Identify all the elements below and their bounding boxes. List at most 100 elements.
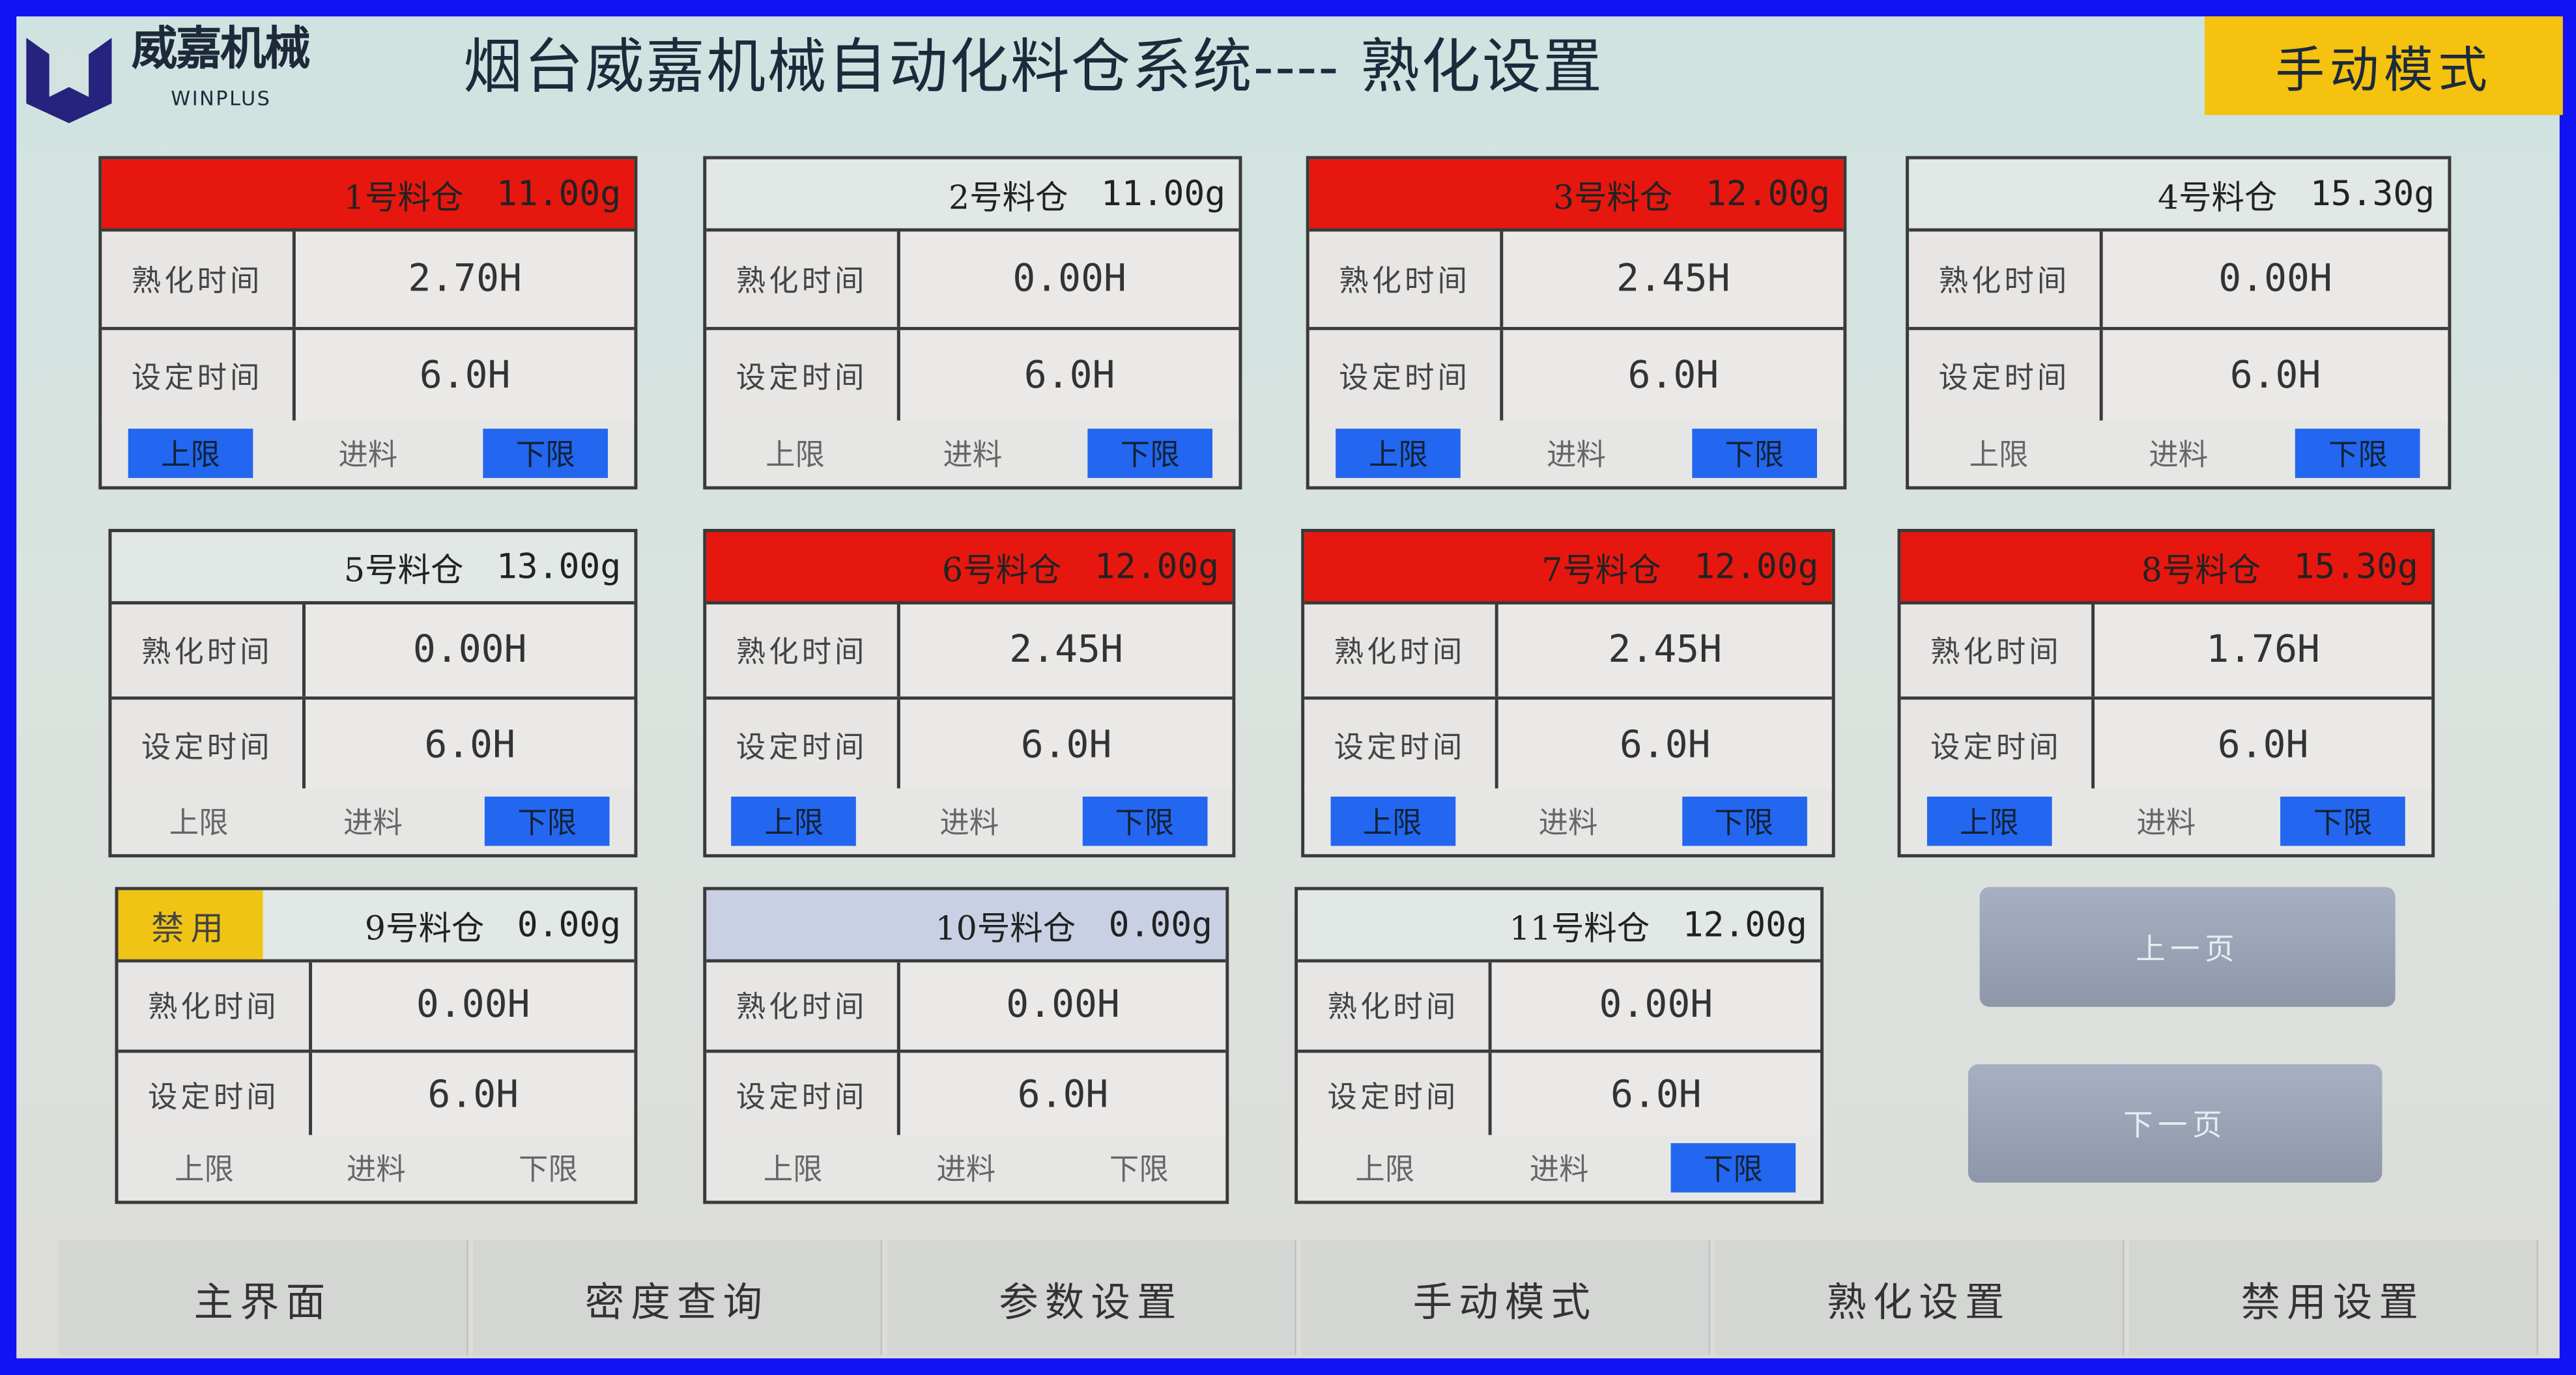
set-time-label: 设定时间 (111, 700, 306, 792)
bin-header: 4号料仓 15.30g (1909, 159, 2448, 232)
set-time-input[interactable]: 6.0H (2095, 700, 2432, 792)
page-title: 烟台威嘉机械自动化料仓系统---- 熟化设置 (463, 34, 1604, 102)
bin-panel-7: 7号料仓 12.00g 熟化时间 2.45H 设定时间 6.0H 上限 进料 下… (1301, 528, 1835, 858)
set-time-input[interactable]: 6.0H (900, 329, 1239, 424)
nav-button-5[interactable]: 熟化设置 (1715, 1240, 2125, 1355)
aging-time-row: 熟化时间 2.70H (102, 231, 635, 330)
set-time-input[interactable]: 6.0H (2102, 329, 2448, 424)
set-time-label: 设定时间 (706, 329, 900, 424)
bin-weight: 11.00g (1100, 174, 1226, 214)
bin-name: 8号料仓 (2141, 549, 2261, 589)
lower-limit-indicator: 下限 (2280, 797, 2406, 846)
aging-time-value: 2.45H (1498, 604, 1832, 697)
lower-limit-indicator: 下限 (1691, 429, 1817, 478)
bin-weight: 15.30g (2310, 174, 2435, 214)
nav-button-3[interactable]: 参数设置 (887, 1240, 1296, 1355)
nav-button-4[interactable]: 手动模式 (1301, 1240, 1711, 1355)
status-indicators: 上限 进料 下限 (1309, 420, 1844, 487)
aging-time-row: 熟化时间 2.45H (706, 604, 1233, 700)
set-time-row: 设定时间 6.0H (1900, 700, 2432, 795)
feed-indicator: 进料 (1538, 806, 1598, 842)
bin-name: 9号料仓 (364, 907, 485, 947)
bin-weight: 12.00g (1682, 905, 1807, 944)
feed-indicator: 进料 (939, 806, 999, 842)
set-time-row: 设定时间 6.0H (1309, 329, 1844, 427)
bin-name: 7号料仓 (1541, 549, 1661, 589)
bin-weight: 0.00g (517, 905, 622, 944)
aging-time-label: 熟化时间 (118, 962, 313, 1049)
aging-time-label: 熟化时间 (706, 962, 900, 1049)
set-time-label: 设定时间 (1304, 700, 1498, 792)
prev-page-button[interactable]: 上一页 (1979, 886, 2396, 1007)
bin-weight: 12.00g (1705, 174, 1831, 214)
aging-time-value: 0.00H (900, 962, 1226, 1049)
mode-badge[interactable]: 手动模式 (2205, 16, 2563, 115)
feed-indicator: 进料 (343, 806, 403, 842)
bin-name: 5号料仓 (344, 549, 464, 589)
bin-header: 5号料仓 13.00g (111, 532, 635, 604)
set-time-input[interactable]: 6.0H (295, 329, 635, 424)
nav-button-6[interactable]: 禁用设置 (2129, 1240, 2539, 1355)
status-indicators: 上限 进料 下限 (118, 1135, 635, 1201)
next-page-button[interactable]: 下一页 (1968, 1064, 2383, 1183)
aging-time-label: 熟化时间 (706, 604, 900, 697)
feed-indicator: 进料 (338, 438, 398, 474)
status-indicators: 上限 进料 下限 (1298, 1135, 1821, 1201)
aging-time-label: 熟化时间 (1298, 962, 1492, 1049)
set-time-input[interactable]: 6.0H (1491, 1052, 1821, 1139)
set-time-input[interactable]: 6.0H (900, 1052, 1226, 1139)
aging-time-value: 0.00H (900, 231, 1239, 326)
set-time-label: 设定时间 (706, 1052, 900, 1139)
aging-time-row: 熟化时间 2.45H (1304, 604, 1832, 700)
upper-limit-indicator: 上限 (128, 429, 253, 478)
set-time-row: 设定时间 6.0H (118, 1052, 635, 1142)
bin-weight: 15.30g (2293, 546, 2418, 587)
bin-name: 2号料仓 (949, 177, 1068, 216)
bin-panel-5: 5号料仓 13.00g 熟化时间 0.00H 设定时间 6.0H 上限 进料 下… (108, 528, 638, 858)
set-time-row: 设定时间 6.0H (111, 700, 635, 795)
set-time-label: 设定时间 (118, 1052, 313, 1139)
aging-time-label: 熟化时间 (706, 231, 900, 326)
bin-name: 3号料仓 (1553, 177, 1673, 216)
bin-panel-6: 6号料仓 12.00g 熟化时间 2.45H 设定时间 6.0H 上限 进料 下… (703, 528, 1236, 858)
bin-panel-10: 10号料仓 0.00g 熟化时间 0.00H 设定时间 6.0H 上限 进料 下… (703, 886, 1229, 1204)
aging-time-label: 熟化时间 (1909, 231, 2103, 326)
aging-time-value: 0.00H (1491, 962, 1821, 1049)
set-time-input[interactable]: 6.0H (306, 700, 635, 792)
status-indicators: 上限 进料 下限 (111, 788, 635, 855)
aging-time-value: 1.76H (2095, 604, 2432, 697)
lower-limit-indicator: 下限 (1681, 797, 1807, 846)
upper-limit-indicator: 上限 (1355, 1153, 1415, 1188)
aging-time-label: 熟化时间 (102, 231, 296, 326)
nav-button-2[interactable]: 密度查询 (473, 1240, 883, 1355)
aging-time-label: 熟化时间 (111, 604, 306, 697)
nav-button-1[interactable]: 主界面 (59, 1240, 468, 1355)
bin-panel-8: 8号料仓 15.30g 熟化时间 1.76H 设定时间 6.0H 上限 进料 下… (1897, 528, 2435, 858)
upper-limit-indicator: 上限 (1336, 429, 1461, 478)
set-time-row: 设定时间 6.0H (1304, 700, 1832, 795)
bin-header: 10号料仓 0.00g (706, 890, 1226, 963)
set-time-row: 设定时间 6.0H (706, 700, 1233, 795)
set-time-input[interactable]: 6.0H (1503, 329, 1844, 424)
feed-indicator: 进料 (943, 438, 1003, 474)
aging-time-value: 2.45H (1503, 231, 1844, 326)
status-indicators: 上限 进料 下限 (1304, 788, 1832, 855)
aging-time-label: 熟化时间 (1900, 604, 2095, 697)
logo-shield-icon (26, 37, 112, 124)
set-time-row: 设定时间 6.0H (102, 329, 635, 427)
bin-header: 禁用 9号料仓 0.00g (118, 890, 635, 963)
winplus-logo: 威嘉机械 WINPLUS (20, 21, 381, 128)
status-indicators: 上限 进料 下限 (1900, 788, 2432, 855)
set-time-input[interactable]: 6.0H (312, 1052, 635, 1139)
bin-name: 6号料仓 (941, 549, 1062, 589)
bin-header: 11号料仓 12.00g (1298, 890, 1821, 963)
lower-limit-indicator: 下限 (483, 429, 608, 478)
set-time-input[interactable]: 6.0H (900, 700, 1233, 792)
aging-time-value: 2.45H (900, 604, 1233, 697)
lower-limit-indicator: 下限 (2295, 429, 2421, 478)
status-indicators: 上限 进料 下限 (706, 420, 1239, 487)
aging-time-row: 熟化时间 0.00H (1298, 962, 1821, 1053)
set-time-input[interactable]: 6.0H (1498, 700, 1832, 792)
bin-name: 4号料仓 (2158, 177, 2278, 216)
bin-name: 1号料仓 (344, 177, 464, 216)
